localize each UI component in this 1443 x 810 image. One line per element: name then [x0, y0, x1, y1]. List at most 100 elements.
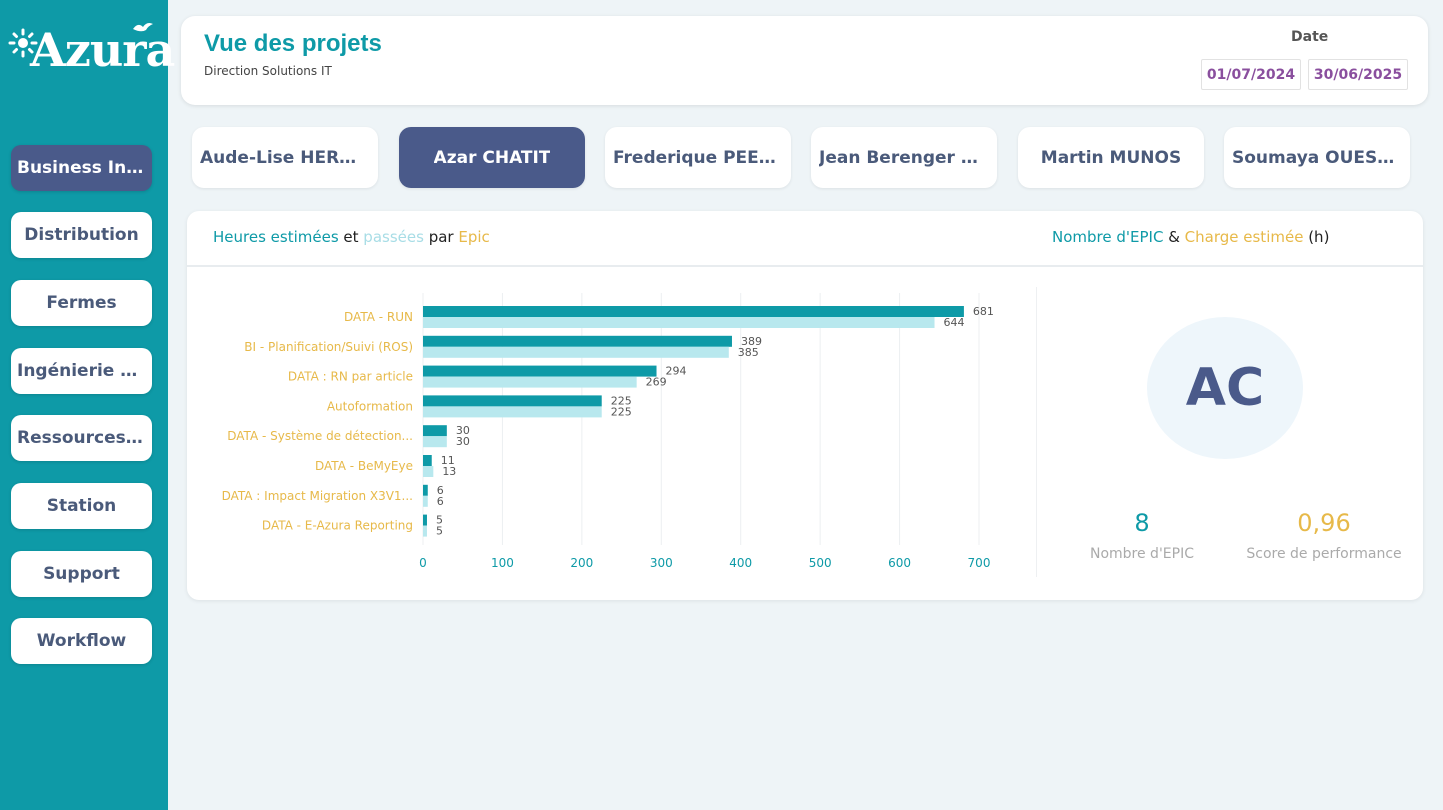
bar [423, 466, 434, 477]
x-tick-label: 300 [650, 556, 673, 570]
sidebar-item-support[interactable]: Support [11, 551, 152, 597]
chart-title-epic: Epic [458, 228, 490, 246]
kpi-title: Nombre d'EPIC & Charge estimée (h) [1052, 228, 1329, 246]
bar [423, 436, 447, 448]
sidebar-item-label: Ingénierie dé... [17, 361, 146, 381]
logo-text: Azura [30, 23, 175, 77]
x-tick-label: 500 [809, 556, 832, 570]
data-label: 6 [437, 484, 444, 497]
chart-title-and: et [338, 228, 364, 246]
person-tab-aude-lise[interactable]: Aude-Lise HERNA... [192, 127, 378, 188]
data-label: 269 [646, 376, 667, 389]
sidebar-item-distribution[interactable]: Distribution [11, 212, 152, 258]
person-tab-martin-munos[interactable]: Martin MUNOS [1018, 127, 1204, 188]
sidebar-item-business-intelligence[interactable]: Business Intel... [11, 145, 152, 191]
bird-icon [133, 23, 153, 32]
person-tab-azar-chatit[interactable]: Azar CHATIT [399, 127, 585, 188]
chart-title-by: par [423, 228, 459, 246]
bar [423, 395, 602, 407]
bar [423, 306, 964, 317]
x-tick-label: 0 [419, 556, 427, 570]
sidebar-item-label: Workflow [36, 631, 127, 651]
page-subtitle: Direction Solutions IT [204, 64, 332, 78]
page-header: Vue des projets Direction Solutions IT D… [181, 16, 1428, 105]
person-tab-soumaya-oueslati[interactable]: Soumaya OUESLATI [1224, 127, 1410, 188]
score-value: 0,96 [1297, 509, 1351, 537]
date-start-input[interactable]: 01/07/2024 [1201, 59, 1301, 90]
x-tick-label: 400 [729, 556, 752, 570]
person-tab-label: Frederique PEERS [613, 147, 783, 168]
data-label: 13 [442, 465, 456, 478]
data-label: 389 [741, 335, 762, 348]
sidebar-item-label: Business Intel... [17, 158, 146, 178]
chart-title-estimated: Heures estimées [213, 228, 339, 246]
epic-hours-card: Heures estimées et passées par Epic Nomb… [187, 211, 1423, 600]
epic-hours-bar-chart: 0 100 200 300 400 500 600 700 DATA - RUN 681 644 BI… [222, 293, 994, 570]
x-tick-label: 600 [888, 556, 911, 570]
bar [423, 514, 427, 526]
sidebar-item-station[interactable]: Station [11, 483, 152, 529]
category-label: BI - Planification/Suivi (ROS) [244, 340, 413, 354]
data-label: 30 [456, 424, 470, 437]
bar [423, 525, 427, 537]
data-label: 5 [436, 514, 443, 527]
vertical-divider [1036, 287, 1037, 577]
sidebar-item-label: Ressources H... [17, 428, 146, 448]
sidebar-item-label: Support [43, 564, 120, 584]
person-tab-frederique-peers[interactable]: Frederique PEERS [605, 127, 791, 188]
person-tab-label: Aude-Lise HERNA... [200, 147, 370, 168]
chart-title-spent: passées [363, 228, 424, 246]
data-label: 681 [973, 305, 994, 318]
x-tick-label: 700 [968, 556, 991, 570]
score-label: Score de performance [1246, 546, 1402, 562]
kpi-title-charge: Charge estimée [1184, 228, 1304, 246]
kpi-title-unit: (h) [1303, 228, 1330, 246]
person-tab-jean-berenger[interactable]: Jean Berenger MA... [811, 127, 997, 188]
sidebar-item-ingenierie[interactable]: Ingénierie dé... [11, 348, 152, 394]
data-label: 225 [611, 394, 632, 407]
category-label: DATA : Impact Migration X3V1... [222, 489, 413, 503]
category-label: DATA : RN par article [288, 370, 413, 384]
date-label: Date [1291, 29, 1329, 45]
bar [423, 365, 657, 377]
azura-logo: Azura [8, 20, 175, 77]
sidebar-item-workflow[interactable]: Workflow [11, 618, 152, 664]
avatar: AC [1147, 317, 1303, 459]
sidebar-item-label: Fermes [46, 293, 117, 313]
card-divider [187, 265, 1423, 267]
date-end-input[interactable]: 30/06/2025 [1308, 59, 1408, 90]
category-label: DATA - Système de détection... [227, 429, 413, 443]
person-tab-label: Azar CHATIT [433, 147, 551, 168]
data-label: 294 [666, 365, 687, 378]
bar [423, 495, 428, 507]
bar [423, 425, 447, 437]
epic-count-value: 8 [1134, 509, 1150, 537]
sidebar-item-ressources-humaines[interactable]: Ressources H... [11, 415, 152, 461]
bar [423, 484, 428, 496]
category-label: Autoformation [327, 399, 413, 413]
epic-count-label: Nombre d'EPIC [1089, 546, 1194, 562]
person-tab-label: Martin MUNOS [1040, 147, 1182, 168]
chart-title: Heures estimées et passées par Epic [213, 228, 490, 246]
bar [423, 376, 637, 388]
bar [423, 346, 729, 358]
sidebar-item-fermes[interactable]: Fermes [11, 280, 152, 326]
x-tick-label: 200 [570, 556, 593, 570]
category-label: DATA - BeMyEye [315, 459, 413, 473]
data-label: 644 [944, 316, 965, 329]
sidebar-item-label: Distribution [24, 225, 139, 245]
bar [423, 335, 732, 347]
category-label: DATA - E-Azura Reporting [262, 519, 413, 533]
data-label: 11 [441, 454, 455, 467]
person-tab-label: Soumaya OUESLATI [1232, 147, 1402, 168]
category-label: DATA - RUN [344, 310, 413, 324]
sidebar-item-label: Station [46, 496, 117, 516]
person-tab-label: Jean Berenger MA... [819, 147, 989, 168]
page-title: Vue des projets [204, 30, 382, 57]
sun-icon [8, 28, 38, 58]
data-label: 225 [611, 405, 632, 418]
kpi-title-epic-count: Nombre d'EPIC [1052, 228, 1164, 246]
data-label: 385 [738, 346, 759, 359]
data-label: 30 [456, 435, 470, 448]
bar [423, 406, 602, 418]
